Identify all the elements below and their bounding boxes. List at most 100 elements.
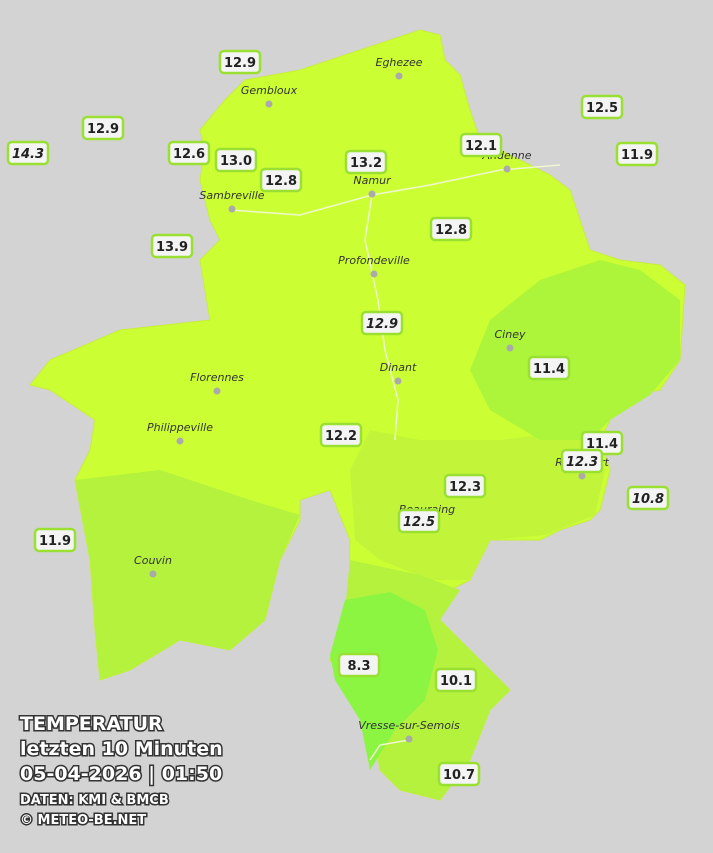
station-box [626,485,670,511]
city-name: Florennes [190,371,244,384]
station: 12.1 [459,132,503,158]
city-dot [176,437,184,445]
station: 13.9 [150,233,194,259]
station-temp: 10.7 [443,768,475,783]
station-temp: 11.9 [621,148,653,163]
station-temp: 8.3 [347,659,370,674]
station-box [459,132,503,158]
station-box [580,94,624,120]
city-dot [265,100,273,108]
station: 12.9 [360,310,404,336]
station-temp: 10.1 [440,674,472,689]
station-temp: 12.5 [586,101,618,116]
station-temp: 14.3 [12,147,44,162]
city-dot [370,270,378,278]
station-temp: 12.6 [173,147,205,162]
station-box [360,310,404,336]
city-dot [395,72,403,80]
city-name: Sambreville [199,189,264,202]
station-temp: 13.2 [350,156,382,171]
city-name: Philippeville [147,421,213,434]
station-box [437,761,481,787]
station-temp: 13.0 [220,154,252,169]
station-box [443,473,487,499]
city-dot [506,344,514,352]
station-box [319,422,363,448]
station-box [6,140,50,166]
station-temp: 12.3 [566,455,598,470]
station: 8.3 [337,652,381,678]
city-dot [149,570,157,578]
header-text: 05-04-2026 | 01:50 [20,763,222,785]
station: 10.1 [434,667,478,693]
station: 14.3 [6,140,50,166]
station-box [560,448,604,474]
station-box [214,147,258,173]
station-box [167,140,211,166]
station: 11.9 [615,141,659,167]
station: 12.8 [259,167,303,193]
city-name: Gembloux [241,84,298,97]
city-name: Dinant [380,361,417,374]
station-temp: 10.8 [632,492,664,507]
station-box [81,115,125,141]
station-box [434,667,478,693]
header-text: TEMPERATUR [20,713,163,735]
station-temp: 11.9 [39,534,71,549]
city-dot [368,190,376,198]
station-box [150,233,194,259]
station-temp: 12.5 [403,515,435,530]
city-dot [503,165,511,173]
zone-cold [330,592,438,770]
station-temp: 12.8 [435,223,467,238]
station: 12.5 [580,94,624,120]
station-temp: 12.9 [87,122,119,137]
header-text: DATEN: KMI & BMCB [20,793,169,808]
city-dot [578,472,586,480]
station-box [337,652,381,678]
city-name: Profondeville [338,254,410,267]
city-name: Couvin [134,554,172,567]
city-name: Namur [353,174,392,187]
city-name: Ciney [495,328,526,341]
city-dot [394,377,402,385]
zone-warm [350,430,605,580]
zone-ciney [470,260,680,440]
station: 12.5 [397,508,441,534]
station-temp: 11.4 [533,362,565,377]
station: 10.8 [626,485,670,511]
header-text: © METEO-BE.NET [20,813,146,828]
station: 12.9 [81,115,125,141]
station-box [33,527,77,553]
station-temp: 13.9 [156,240,188,255]
station: 12.8 [429,216,473,242]
station: 12.3 [443,473,487,499]
station-box [218,49,262,75]
station-box [259,167,303,193]
station: 11.4 [527,355,571,381]
station-box [397,508,441,534]
station: 12.9 [218,49,262,75]
city-name: Vresse-sur-Semois [358,719,460,732]
station: 10.7 [437,761,481,787]
station-temp: 12.2 [325,429,357,444]
station-temp: 12.9 [366,317,398,332]
labels: EghezeeGemblouxAndenneNamurSambrevillePr… [6,49,670,787]
city-dot [405,735,413,743]
station-box [527,355,571,381]
city-dot [213,387,221,395]
station: 11.9 [33,527,77,553]
station-temp: 12.9 [224,56,256,71]
station: 12.6 [167,140,211,166]
city-name: Eghezee [376,56,423,69]
header-text: letzten 10 Minuten [20,738,223,760]
station: 12.2 [319,422,363,448]
station-box [615,141,659,167]
station-temp: 12.8 [265,174,297,189]
station-temp: 12.1 [465,139,497,154]
station-temp: 11.4 [586,437,618,452]
city-dot [228,205,236,213]
station-box [344,149,388,175]
station: 12.3 [560,448,604,474]
